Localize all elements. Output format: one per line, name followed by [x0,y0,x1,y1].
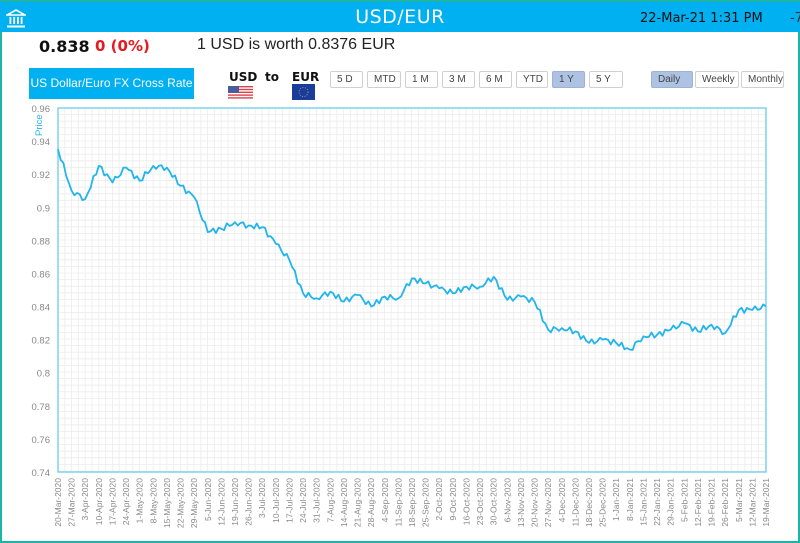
eu-flag-icon [292,84,315,100]
x-tick-label: 28-Aug-2020 [366,478,376,527]
chart-grid [57,107,766,472]
y-tick-label: 0.78 [32,402,51,413]
x-tick-label: 6-Nov-2020 [502,478,512,523]
x-tick-label: 5-Mar-2021 [734,478,744,522]
to-currency[interactable]: EUR [292,70,320,84]
x-tick-label: 29-May-2020 [189,478,199,528]
x-tick-label: 31-Jul-2020 [312,478,322,523]
price-chart: 0.96 0.94 0.92 0.9 0.88 0.86 0.84 0.82 0.8 0.78 0.… [32,104,772,528]
range-button-1y[interactable]: 1 Y [552,71,585,88]
range-button-5d[interactable]: 5 D [330,71,363,88]
y-tick-label: 0.92 [32,170,51,181]
y-tick-label: 0.96 [32,104,51,115]
x-tick-label: 13-Nov-2020 [516,478,526,527]
y-tick-label: 0.9 [37,203,50,214]
x-tick-label: 22-Jan-2021 [652,478,662,526]
interval-button-weekly[interactable]: Weekly [695,71,739,88]
x-tick-label: 14-Aug-2020 [339,478,349,527]
x-tick-label: 18-Dec-2020 [584,478,594,527]
x-tick-label: 3-Apr-2020 [80,478,90,521]
x-tick-label: 16-Oct-2020 [461,478,471,526]
x-tick-label: 19-Feb-2021 [707,478,717,527]
x-tick-label: 11-Sep-2020 [393,478,403,527]
x-tick-label: 10-Jul-2020 [271,478,281,523]
x-tick-label: 25-Sep-2020 [421,478,431,527]
x-tick-label: 1-May-2020 [135,478,145,524]
x-tick-label: 27-Nov-2020 [543,478,553,527]
x-tick-label: 1-Jan-2021 [611,478,621,521]
x-tick-label: 4-Sep-2020 [380,478,390,523]
from-currency[interactable]: USD [229,70,258,84]
x-tick-label: 24-Apr-2020 [121,478,131,526]
x-tick-label: 23-Oct-2020 [475,478,485,526]
x-tick-label: 17-Jul-2020 [284,478,294,523]
us-flag-icon [228,86,253,100]
range-button-1m[interactable]: 1 M [405,71,438,88]
y-axis-label: Price [34,114,45,136]
x-tick-label: 24-Jul-2020 [298,478,308,523]
x-tick-label: 21-Aug-2020 [353,478,363,527]
plot-border [57,107,767,473]
title-bar: USD/EUR 22-Mar-21 1:31 PM -7 [0,0,800,32]
x-tick-label: 15-May-2020 [162,478,172,528]
y-tick-label: 0.82 [32,336,51,347]
x-tick-label: 22-May-2020 [176,478,186,528]
x-tick-label: 3-Jul-2020 [257,478,267,518]
price-change: 0 (0%) [95,37,150,55]
page-title: USD/EUR [355,6,445,28]
x-tick-label: 5-Jun-2020 [203,478,213,521]
y-tick-label: 0.76 [32,435,51,446]
price-line [57,149,767,351]
x-tick-label: 19-Mar-2021 [761,478,771,527]
timestamp: 22-Mar-21 1:31 PM [640,11,763,26]
pair-label-button[interactable]: US Dollar/Euro FX Cross Rate [29,68,194,99]
range-button-6m[interactable]: 6 M [479,71,512,88]
x-tick-label: 7-Aug-2020 [325,478,335,523]
interval-button-monthly[interactable]: Monthly [741,71,784,88]
x-tick-label: 2-Oct-2020 [434,478,444,521]
x-tick-label: 15-Jan-2021 [638,478,648,526]
x-tick-label: 27-Mar-2020 [67,478,77,527]
range-button-ytd[interactable]: YTD [516,71,548,88]
x-tick-label: 10-Apr-2020 [94,478,104,526]
x-tick-label: 5-Feb-2021 [679,478,689,522]
interval-button-daily[interactable]: Daily [651,71,693,88]
current-price: 0.838 [39,37,90,56]
x-tick-label: 30-Oct-2020 [489,478,499,526]
x-tick-label: 17-Apr-2020 [107,478,117,526]
range-button-3m[interactable]: 3 M [442,71,475,88]
y-tick-label: 0.74 [32,468,51,479]
x-tick-label: 12-Jun-2020 [216,478,226,526]
x-tick-label: 11-Dec-2020 [570,478,580,527]
x-tick-label: 18-Sep-2020 [407,478,417,527]
y-tick-label: 0.84 [32,303,51,314]
bank-icon[interactable] [6,9,26,29]
y-tick-label: 0.8 [37,369,50,380]
x-tick-label: 20-Nov-2020 [530,478,540,527]
range-button-5y[interactable]: 5 Y [589,71,623,88]
x-tick-label: 12-Mar-2021 [747,478,757,527]
x-tick-label: 25-Dec-2020 [598,478,608,527]
x-tick-label: 29-Jan-2021 [666,478,676,526]
x-tick-label: 4-Dec-2020 [557,478,567,523]
x-tick-label: 26-Jun-2020 [244,478,254,526]
x-tick-label: 20-Mar-2020 [53,478,63,527]
x-tick-label: 12-Feb-2021 [693,478,703,527]
range-button-mtd[interactable]: MTD [367,71,401,88]
to-label: to [265,70,279,84]
x-tick-label: 26-Feb-2021 [720,478,730,527]
x-tick-label: 8-May-2020 [148,478,158,524]
y-tick-label: 0.88 [32,236,51,247]
overflow-text: -7 [790,11,800,26]
y-tick-label: 0.94 [32,137,51,148]
x-tick-label: 9-Oct-2020 [448,478,458,521]
x-tick-label: 19-Jun-2020 [230,478,240,526]
conversion-text: 1 USD is worth 0.8376 EUR [197,36,396,53]
y-tick-label: 0.86 [32,269,51,280]
x-tick-label: 8-Jan-2021 [625,478,635,521]
